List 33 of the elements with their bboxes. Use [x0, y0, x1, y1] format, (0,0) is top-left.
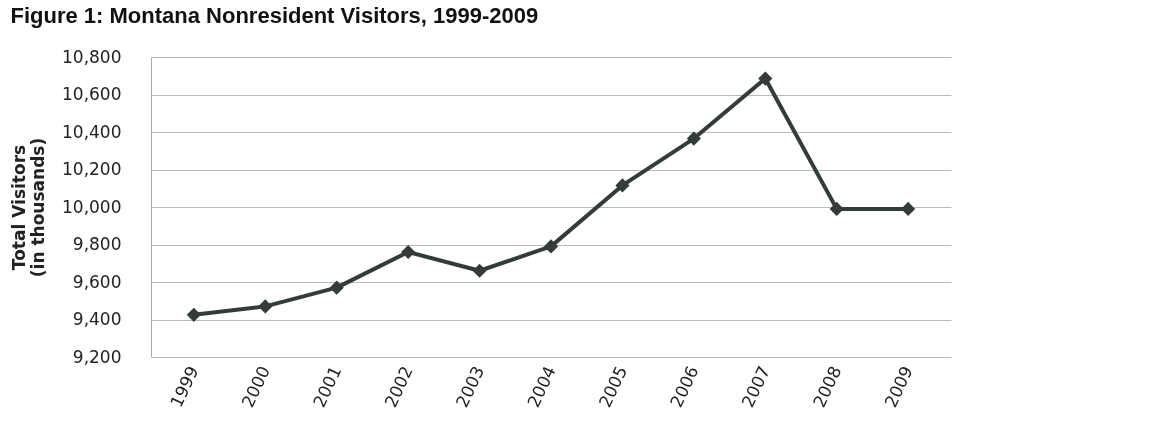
x-tick-label: 2009: [880, 362, 917, 411]
x-tick-label: 2008: [808, 362, 846, 411]
y-axis-title: Total Visitors (in thousands): [9, 137, 49, 278]
y-tick-label: 10,800: [62, 46, 122, 67]
point: [472, 263, 487, 278]
point: [686, 131, 701, 146]
y-tick-label: 9,200: [72, 346, 122, 367]
x-tick-label: 2006: [666, 362, 703, 411]
x-tick-label: 2002: [380, 362, 417, 411]
point: [543, 239, 559, 254]
x-tick-label: 2007: [737, 362, 774, 411]
point: [758, 71, 773, 86]
y-tick-label: 9,800: [72, 234, 122, 254]
y-tick-label: 10,000: [62, 196, 122, 217]
x-tick-label: 1999: [166, 362, 203, 411]
point: [901, 201, 916, 216]
y-tick-label: 9,600: [72, 271, 122, 292]
y-tick-label: 10,200: [62, 159, 122, 179]
x-tick-label: 2004: [523, 362, 560, 411]
x-tick-label: 2005: [594, 362, 632, 411]
chart-title: Figure 1: Montana Nonresident Visitors, 1999-2009: [10, 3, 539, 28]
point: [329, 280, 344, 295]
x-tick-label: 2000: [237, 362, 274, 411]
point: [186, 307, 201, 322]
y-tick-label: 10,600: [62, 84, 122, 104]
y-tick-label: 10,400: [62, 121, 122, 142]
point: [829, 201, 844, 216]
x-tick-label: 2001: [308, 362, 346, 411]
point: [615, 178, 630, 193]
x-tick-label: 2003: [451, 362, 489, 411]
point: [401, 244, 416, 260]
point: [258, 299, 273, 314]
y-tick-label: 9,400: [72, 309, 122, 329]
